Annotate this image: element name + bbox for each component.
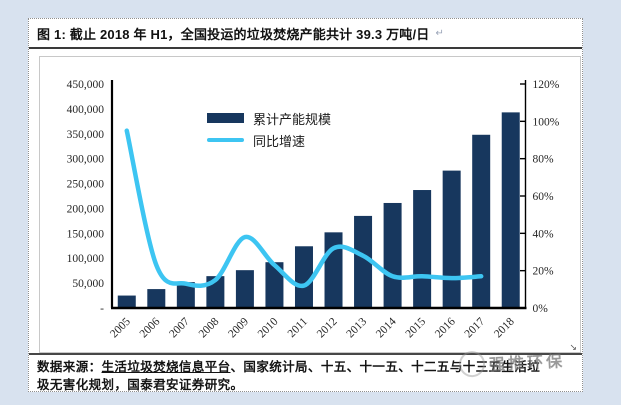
bar-2012 <box>324 232 343 308</box>
x-axis-label: 2009 <box>226 315 251 340</box>
figure-title: 图 1: 截止 2018 年 H1，全国投运的垃圾焚烧产能共计 39.3 万吨/… <box>37 26 430 42</box>
left-axis-tick: 200,000 <box>67 203 105 215</box>
bar-2017 <box>472 134 491 308</box>
bar-2011 <box>294 246 313 308</box>
bar-2007 <box>176 282 195 308</box>
figure-panel: 图 1: 截止 2018 年 H1，全国投运的垃圾焚烧产能共计 39.3 万吨/… <box>28 18 583 392</box>
bar-2018 <box>501 112 520 308</box>
x-axis-label: 2007 <box>167 315 192 340</box>
x-axis-label: 2013 <box>344 315 369 340</box>
combo-chart: 450,000 400,000 350,000 300,000 250,000 200,0… <box>67 79 560 340</box>
legend-label-capacity: 累计产能规模 <box>253 111 332 127</box>
bar-2013 <box>354 215 373 308</box>
left-axis-tick: 250,000 <box>67 179 105 191</box>
source-link: 生活垃圾焚烧信息平台 <box>101 360 231 374</box>
left-axis-tick: 450,000 <box>67 79 105 91</box>
bar-2016 <box>442 170 461 308</box>
legend-item-capacity: 累计产能规模 <box>207 107 331 129</box>
right-axis-tick: 120% <box>533 79 560 91</box>
bar-2010 <box>265 262 284 308</box>
left-axis-tick: 400,000 <box>67 104 105 116</box>
legend-swatch-line-icon <box>207 138 244 142</box>
legend-label-growth: 同比增速 <box>253 133 306 149</box>
right-axis-tick: 20% <box>533 266 555 278</box>
right-axis-tick: 0% <box>533 303 549 315</box>
bar-2005 <box>117 295 136 308</box>
legend-item-growth: 同比增速 <box>207 129 331 151</box>
right-axis-tick: 60% <box>533 191 555 203</box>
source-line-2: 圾无害化规划，国泰君安证券研究。 <box>37 378 244 393</box>
x-axis-label: 2017 <box>463 315 488 340</box>
x-axis-label: 2010 <box>256 315 281 340</box>
chart-frame: 450,000 400,000 350,000 300,000 250,000 200,0… <box>39 56 581 353</box>
bar-2006 <box>147 289 166 308</box>
x-axis-label: 2011 <box>286 315 311 340</box>
legend-swatch-bar-icon <box>207 113 244 123</box>
x-axis-label: 2016 <box>433 315 458 340</box>
x-axis-label: 2012 <box>315 315 340 340</box>
x-axis-label: 2005 <box>108 315 133 340</box>
x-axis-label: 2018 <box>492 315 517 340</box>
right-axis-tick: 40% <box>533 228 555 240</box>
x-axis-label: 2015 <box>403 315 428 340</box>
left-axis-tick: - <box>100 303 104 315</box>
paragraph-mark-icon: ↵ <box>435 27 444 39</box>
left-axis-tick: 50,000 <box>72 278 104 290</box>
bar-2009 <box>235 270 254 308</box>
source-line-1: 数据来源：生活垃圾焚烧信息平台、国家统计局、十五、十一五、十二五与十三五生活垃 <box>37 358 574 376</box>
left-axis-tick: 350,000 <box>67 129 105 141</box>
bar-2015 <box>413 190 432 308</box>
left-axis-tick: 150,000 <box>67 228 105 240</box>
x-axis-label: 2014 <box>374 315 399 340</box>
x-axis-label: 2008 <box>197 315 222 340</box>
object-anchor-icon: ↘ <box>569 342 577 352</box>
bar-2014 <box>383 202 402 308</box>
figure-title-bar: 图 1: 截止 2018 年 H1，全国投运的垃圾焚烧产能共计 39.3 万吨/… <box>29 19 582 49</box>
data-source-note: 数据来源：生活垃圾焚烧信息平台、国家统计局、十五、十一五、十二五与十三五生活垃 … <box>29 353 582 394</box>
x-axis-label: 2006 <box>138 315 163 340</box>
right-axis-tick: 80% <box>533 154 555 166</box>
left-axis-tick: 100,000 <box>67 253 105 265</box>
right-axis-tick: 100% <box>533 116 560 128</box>
source-rest: 、国家统计局、十五、十一五、十二五与十三五生活垃 <box>230 360 541 374</box>
source-prefix: 数据来源： <box>37 360 102 374</box>
chart-legend: 累计产能规模 同比增速 <box>207 107 331 151</box>
left-axis-tick: 300,000 <box>67 154 105 166</box>
growth-line <box>124 128 484 289</box>
